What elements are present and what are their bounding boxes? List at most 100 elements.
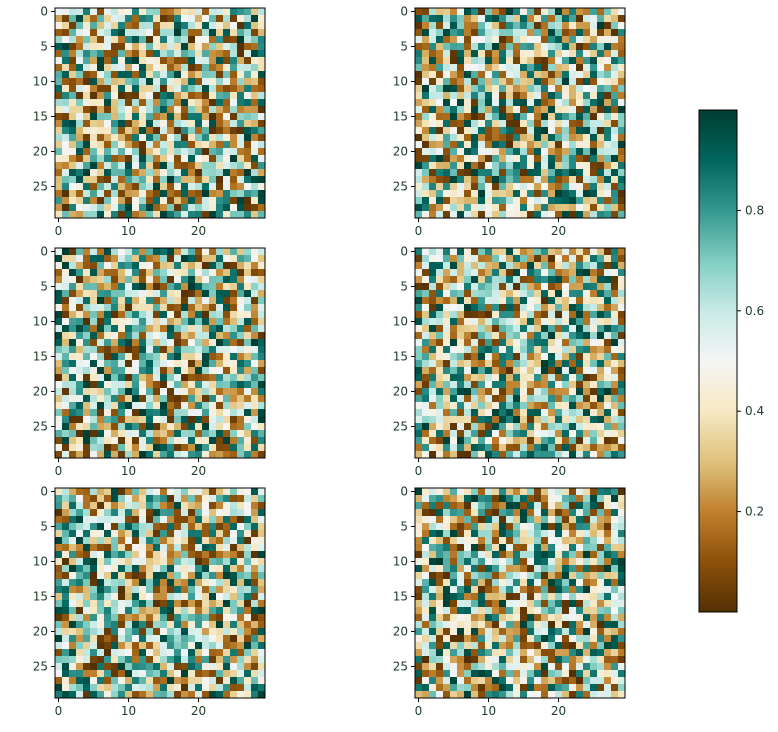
heatmap-cell — [415, 451, 423, 459]
heatmap-cell — [506, 57, 514, 65]
heatmap-cell — [104, 99, 112, 107]
heatmap-cell — [202, 141, 210, 149]
heatmap-cell — [506, 416, 514, 424]
heatmap-cell — [76, 15, 84, 23]
heatmap-cell — [209, 628, 217, 636]
heatmap-cell — [443, 169, 451, 177]
heatmap-cell — [541, 22, 549, 30]
heatmap-cell — [83, 183, 91, 191]
heatmap-cell — [244, 162, 252, 170]
heatmap-cell — [534, 523, 542, 531]
heatmap-cell — [611, 134, 619, 142]
heatmap-cell — [97, 537, 105, 545]
heatmap-cell — [223, 211, 231, 219]
heatmap-cell — [111, 92, 119, 100]
heatmap-cell — [111, 71, 119, 79]
y-tick-label: 0 — [400, 245, 408, 259]
heatmap-cell — [125, 120, 133, 128]
heatmap-cell — [464, 416, 472, 424]
y-tick-label: 5 — [400, 280, 408, 294]
heatmap-cell — [443, 64, 451, 72]
heatmap-cell — [513, 148, 521, 156]
heatmap-cell — [244, 204, 252, 212]
heatmap-cell — [111, 437, 119, 445]
heatmap-cell — [97, 423, 105, 431]
heatmap-cell — [167, 381, 175, 389]
heatmap-cell — [258, 621, 266, 629]
heatmap-cell — [237, 162, 245, 170]
heatmap-cell — [597, 444, 605, 452]
heatmap-cell — [90, 558, 98, 566]
heatmap-cell — [76, 579, 84, 587]
heatmap-cell — [174, 642, 182, 650]
heatmap-cell — [478, 190, 486, 198]
heatmap-cell — [230, 684, 238, 692]
heatmap-cell — [611, 367, 619, 375]
heatmap-cell — [97, 183, 105, 191]
heatmap-cell — [443, 332, 451, 340]
heatmap-cell — [569, 423, 577, 431]
heatmap-cell — [139, 276, 147, 284]
heatmap-cell — [436, 495, 444, 503]
heatmap-cell — [590, 430, 598, 438]
heatmap-cell — [569, 148, 577, 156]
heatmap-cell — [216, 502, 224, 510]
heatmap-cell — [160, 134, 168, 142]
heatmap-cell — [478, 57, 486, 65]
heatmap-cell — [506, 155, 514, 163]
heatmap-cell — [146, 106, 154, 114]
heatmap-cell — [216, 614, 224, 622]
heatmap-cell — [181, 572, 189, 580]
heatmap-cell — [244, 325, 252, 333]
heatmap-cell — [76, 248, 84, 256]
heatmap-cell — [104, 523, 112, 531]
heatmap-cell — [55, 134, 63, 142]
heatmap-cell — [69, 374, 77, 382]
heatmap-cell — [415, 304, 423, 312]
heatmap-cell — [216, 395, 224, 403]
heatmap-cell — [258, 78, 266, 86]
heatmap-cell — [111, 691, 119, 699]
heatmap-cell — [69, 127, 77, 135]
heatmap-cell — [562, 262, 570, 270]
heatmap-cell — [125, 677, 133, 685]
heatmap-cell — [576, 15, 584, 23]
heatmap-cell — [202, 544, 210, 552]
heatmap-cell — [202, 663, 210, 671]
y-tick-label: 20 — [393, 145, 408, 159]
heatmap-cell — [604, 248, 612, 256]
heatmap-cell — [506, 85, 514, 93]
heatmap-cell — [618, 50, 626, 58]
heatmap-cell — [562, 388, 570, 396]
heatmap-cell — [181, 395, 189, 403]
heatmap-cell — [237, 691, 245, 699]
heatmap-cell — [195, 495, 203, 503]
heatmap-cell — [520, 388, 528, 396]
heatmap-cell — [209, 183, 217, 191]
heatmap-cell — [513, 71, 521, 79]
heatmap-cell — [485, 388, 493, 396]
heatmap-cell — [230, 691, 238, 699]
heatmap-cell — [97, 509, 105, 517]
heatmap-cell — [597, 423, 605, 431]
heatmap-cell — [485, 381, 493, 389]
heatmap-cell — [478, 148, 486, 156]
heatmap-cell — [443, 423, 451, 431]
heatmap-cell — [230, 85, 238, 93]
heatmap-cell — [111, 290, 119, 298]
heatmap-cell — [76, 120, 84, 128]
heatmap-cell — [541, 388, 549, 396]
heatmap-cell — [188, 276, 196, 284]
heatmap-cell — [146, 269, 154, 277]
heatmap-cell — [83, 523, 91, 531]
heatmap-cell — [618, 92, 626, 100]
heatmap-cell — [244, 579, 252, 587]
heatmap-cell — [69, 318, 77, 326]
heatmap-cell — [167, 318, 175, 326]
heatmap-cell — [181, 155, 189, 163]
heatmap-cell — [597, 495, 605, 503]
heatmap-cell — [167, 367, 175, 375]
heatmap-cell — [55, 502, 63, 510]
heatmap-cell — [422, 339, 430, 347]
